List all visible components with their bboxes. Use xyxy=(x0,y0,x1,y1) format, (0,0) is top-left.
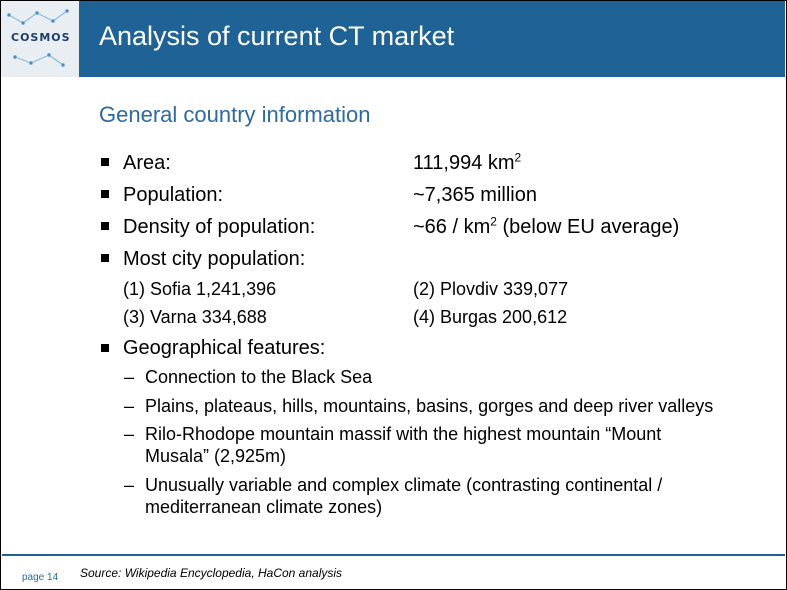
dash-icon: – xyxy=(124,367,135,387)
geo-item: Unusually variable and complex climate (… xyxy=(145,475,663,495)
city-item: (4) Burgas 200,612 xyxy=(413,307,568,327)
bullet-icon xyxy=(101,190,109,198)
geo-item: Plains, plateaus, hills, mountains, basi… xyxy=(145,396,714,416)
geo-item: Rilo-Rhodope mountain massif with the hi… xyxy=(145,424,662,444)
geo-item-cont: mediterranean climate zones) xyxy=(145,497,383,517)
bullet-icon xyxy=(101,222,109,230)
dash-icon: – xyxy=(124,396,135,416)
city-item: (3) Varna 334,688 xyxy=(123,307,267,327)
dash-icon: – xyxy=(124,424,135,444)
fact-label: Population: xyxy=(123,184,224,206)
fact-label: Density of population: xyxy=(123,216,316,238)
geo-label: Geographical features: xyxy=(123,337,326,359)
page-number: page 14 xyxy=(22,572,59,583)
fact-value: 111,994 km2 xyxy=(413,150,522,174)
constellation-icon xyxy=(7,9,69,67)
fact-value: ~66 / km2 (below EU average) xyxy=(413,214,680,238)
bullet-icon xyxy=(101,254,109,262)
section-heading: General country information xyxy=(99,102,371,127)
geo-item: Connection to the Black Sea xyxy=(145,367,373,387)
geo-item-cont: Musala” (2,925m) xyxy=(145,446,287,466)
bullet-icon xyxy=(101,344,109,352)
city-item: (1) Sofia 1,241,396 xyxy=(123,279,277,299)
footer-divider xyxy=(2,554,785,556)
fact-label: Area: xyxy=(123,152,171,174)
title-bar: Analysis of current CT market xyxy=(79,1,785,77)
fact-value: ~7,365 million xyxy=(413,184,537,206)
logo-text: COSMOS xyxy=(11,31,71,44)
city-item: (2) Plovdiv 339,077 xyxy=(413,279,569,299)
logo: COSMOS xyxy=(1,1,79,77)
source-note: Source: Wikipedia Encyclopedia, HaCon an… xyxy=(80,566,343,580)
bullet-icon xyxy=(101,158,109,166)
slide-title: Analysis of current CT market xyxy=(99,21,455,51)
dash-icon: – xyxy=(124,475,135,495)
cities-label: Most city population: xyxy=(123,248,306,270)
